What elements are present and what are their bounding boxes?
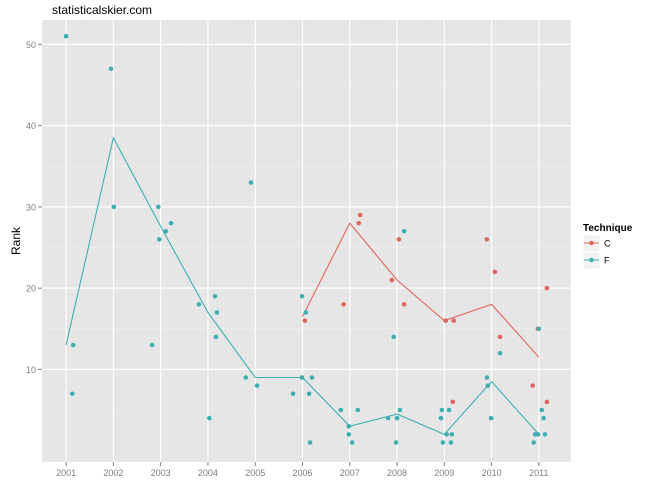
data-point-F	[108, 66, 114, 72]
data-point-F	[541, 415, 546, 421]
data-point-F	[299, 375, 305, 380]
data-point-F	[355, 407, 361, 413]
data-point-F	[536, 326, 542, 332]
data-point-F	[303, 310, 309, 315]
data-point-C	[356, 220, 362, 226]
data-point-C	[492, 269, 498, 275]
data-point-F	[290, 391, 296, 397]
data-point-F	[212, 293, 218, 299]
data-point-C	[443, 318, 449, 323]
data-point-C	[544, 285, 550, 291]
legend-key-point	[589, 257, 594, 263]
series-line-C	[301, 222, 540, 358]
data-point-C	[451, 318, 457, 323]
data-point-F	[439, 407, 445, 413]
data-point-F	[214, 310, 220, 315]
data-point-C	[450, 399, 456, 405]
data-point-F	[306, 391, 312, 397]
data-point-F	[449, 432, 455, 437]
y-axis-label: Rank	[9, 226, 23, 255]
data-point-F	[385, 415, 391, 421]
data-point-F	[168, 220, 174, 226]
x-tick-label: 2002	[103, 468, 123, 478]
legend-label: C	[604, 239, 611, 249]
y-tick-label: 30	[26, 202, 36, 212]
data-point-F	[542, 432, 548, 437]
data-point-C	[389, 277, 395, 283]
data-point-F	[391, 334, 397, 340]
data-point-C	[544, 399, 550, 405]
data-point-C	[484, 237, 490, 242]
legend: Technique CF	[582, 223, 633, 270]
data-point-F	[346, 432, 352, 437]
data-point-F	[213, 334, 219, 340]
data-point-F	[497, 350, 503, 356]
x-tick-label: 2011	[529, 468, 548, 478]
data-point-F	[539, 407, 544, 413]
x-tick-label: 2001	[56, 468, 76, 478]
data-point-F	[63, 33, 69, 39]
x-tick-label: 2006	[292, 468, 312, 478]
x-tick-label: 2008	[387, 468, 407, 478]
data-point-F	[397, 407, 403, 413]
chart-title: statisticalskier.com	[52, 3, 152, 17]
data-point-F	[446, 407, 452, 413]
x-tick-label: 2003	[151, 468, 171, 478]
legend-label: F	[604, 256, 610, 266]
data-point-F	[401, 228, 407, 234]
data-point-F	[307, 440, 313, 445]
data-point-F	[309, 375, 315, 380]
y-tick-label: 50	[26, 40, 36, 50]
x-tick-label: 2005	[245, 468, 265, 478]
y-tick-label: 40	[26, 121, 36, 131]
data-point-F	[70, 342, 76, 348]
data-point-C	[341, 302, 346, 307]
data-point-F	[349, 440, 355, 445]
y-tick-label: 10	[26, 365, 36, 375]
data-point-F	[484, 375, 490, 380]
x-tick-label: 2007	[340, 468, 360, 478]
data-point-F	[438, 415, 444, 421]
data-point-C	[401, 302, 407, 307]
data-point-F	[531, 440, 536, 445]
data-point-F	[155, 204, 161, 210]
x-tick-label: 2009	[434, 468, 454, 478]
data-point-F	[485, 383, 491, 388]
data-point-F	[338, 407, 344, 413]
data-point-C	[357, 212, 363, 218]
data-point-F	[488, 415, 494, 421]
data-point-F	[69, 391, 75, 397]
data-point-F	[394, 415, 400, 421]
y-tick-label: 20	[26, 284, 36, 294]
data-point-F	[207, 415, 212, 421]
legend-key-point	[589, 240, 594, 246]
data-point-F	[196, 302, 202, 307]
data-point-F	[149, 342, 155, 348]
data-point-F	[243, 375, 249, 380]
data-point-F	[254, 383, 260, 388]
data-point-F	[299, 293, 305, 299]
data-point-C	[530, 383, 536, 388]
data-point-F	[393, 440, 399, 445]
data-point-F	[448, 440, 454, 445]
data-point-C	[302, 318, 308, 323]
x-tick-label: 2004	[198, 468, 218, 478]
data-point-F	[163, 228, 169, 234]
legend-title: Technique	[583, 223, 633, 234]
x-tick-label: 2010	[482, 468, 502, 478]
data-point-F	[346, 423, 352, 429]
data-point-F	[111, 204, 117, 210]
data-point-F	[156, 237, 162, 242]
data-point-F	[444, 432, 449, 437]
data-point-C	[497, 334, 503, 340]
data-point-F	[248, 180, 254, 185]
data-point-C	[396, 237, 402, 242]
data-point-F	[440, 440, 446, 445]
data-point-F	[535, 432, 541, 437]
